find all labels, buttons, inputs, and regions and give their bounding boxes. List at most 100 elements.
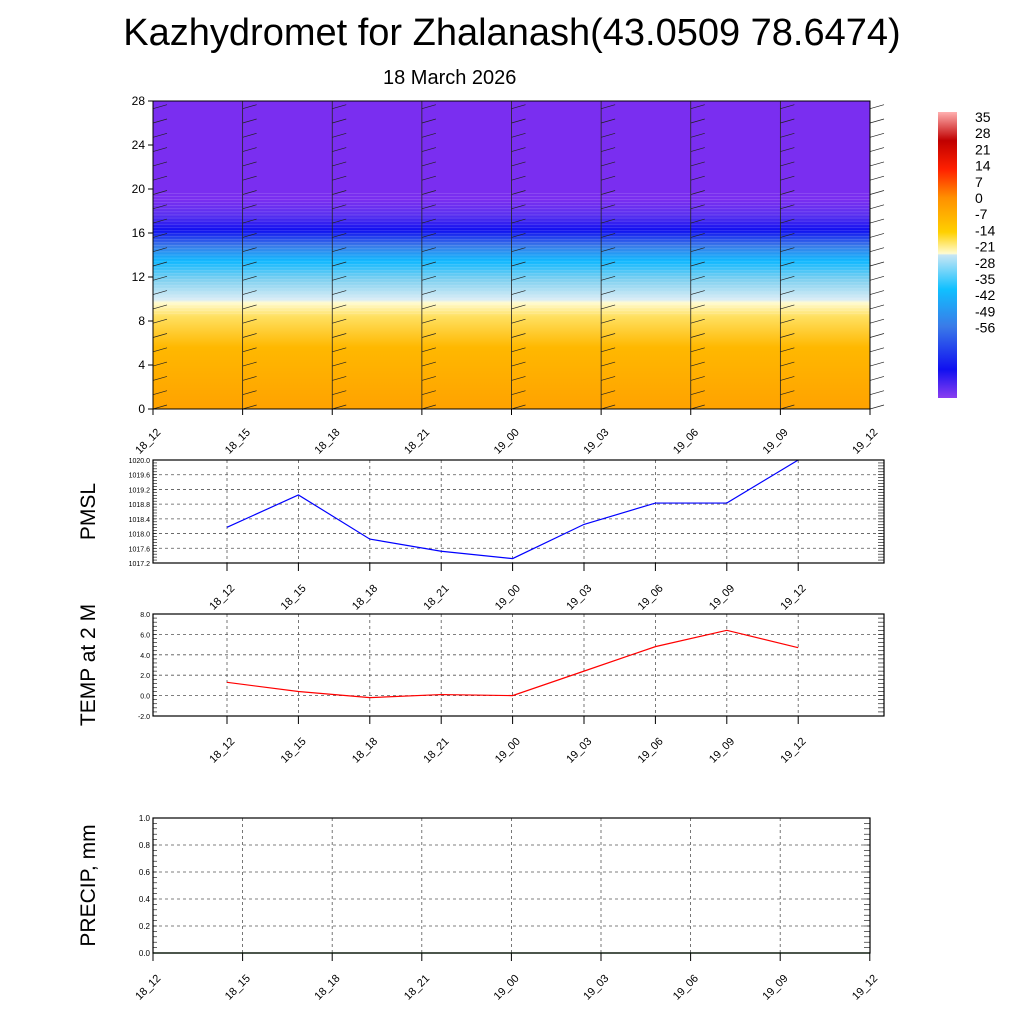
wind-barb xyxy=(869,261,885,267)
wind-barb xyxy=(511,161,526,167)
y-tick-label: 6.0 xyxy=(140,632,150,639)
wind-barb xyxy=(421,161,436,167)
wind-barb xyxy=(511,318,526,324)
wind-barb xyxy=(421,218,436,224)
x-tick-label: 18_21 xyxy=(402,427,432,457)
y-tick-label: 1020.0 xyxy=(129,458,151,465)
wind-barb xyxy=(869,118,885,124)
wind-barb xyxy=(242,175,257,181)
x-tick-label: 19_12 xyxy=(778,736,808,766)
wind-barb xyxy=(690,132,705,138)
wind-barb xyxy=(152,233,168,238)
wind-barb xyxy=(690,333,705,338)
wind-barb xyxy=(601,304,616,310)
wind-barb xyxy=(152,104,168,110)
x-tick-label: 19_06 xyxy=(671,973,701,1003)
wind-barb xyxy=(421,275,436,281)
wind-barb xyxy=(690,175,705,181)
wind-barb xyxy=(690,390,705,396)
x-tick-label: 19_09 xyxy=(707,583,737,613)
wind-barb xyxy=(601,218,616,224)
wind-barb xyxy=(869,376,885,381)
wind-barb xyxy=(152,376,168,381)
wind-barb xyxy=(242,318,257,324)
x-tick-label: 19_06 xyxy=(671,427,701,457)
x-tick-label: 18_18 xyxy=(350,583,380,613)
x-tick-label: 19_12 xyxy=(850,973,880,1003)
wind-barb xyxy=(332,161,347,167)
wind-barb xyxy=(242,347,257,353)
wind-barb xyxy=(780,118,795,124)
wind-barb xyxy=(242,147,257,152)
wind-barb xyxy=(242,247,257,253)
colorbar-label: -42 xyxy=(975,287,995,303)
y-tick-label: 0.0 xyxy=(139,949,151,958)
wind-barb xyxy=(780,304,795,310)
colorbar-label: -7 xyxy=(975,206,988,222)
wind-barb xyxy=(601,318,616,324)
wind-barb xyxy=(511,261,526,267)
wind-barb xyxy=(332,104,347,110)
wind-barb xyxy=(152,275,168,281)
wind-barb xyxy=(152,147,168,152)
wind-barb xyxy=(869,275,885,281)
wind-barb xyxy=(511,233,526,238)
wind-barb xyxy=(242,290,257,295)
wind-barb xyxy=(511,147,526,152)
wind-barb xyxy=(421,233,436,238)
colorbar xyxy=(938,112,957,398)
wind-barb xyxy=(690,304,705,310)
wind-barb xyxy=(780,233,795,238)
wind-barb xyxy=(242,218,257,224)
wind-barb xyxy=(511,361,526,367)
wind-barb xyxy=(511,190,526,195)
wind-barb xyxy=(421,204,436,210)
x-tick-label: 19_09 xyxy=(760,973,790,1003)
wind-barb xyxy=(511,118,526,124)
wind-barb xyxy=(601,347,616,353)
wind-barb xyxy=(242,261,257,267)
wind-barb xyxy=(869,304,885,310)
wind-barb xyxy=(869,218,885,224)
wind-barb xyxy=(421,390,436,396)
wind-barb xyxy=(601,104,616,110)
wind-barb xyxy=(780,204,795,210)
wind-barb xyxy=(511,333,526,338)
wind-barb xyxy=(690,290,705,295)
wind-barb xyxy=(152,161,168,167)
wind-barb xyxy=(152,347,168,353)
x-tick-label: 18_15 xyxy=(223,427,253,457)
wind-barb xyxy=(869,233,885,238)
wind-barb xyxy=(869,390,885,396)
wind-barb xyxy=(690,247,705,253)
y-tick-label: 1017.6 xyxy=(129,546,151,553)
wind-barb xyxy=(601,147,616,152)
wind-barb xyxy=(332,175,347,181)
wind-barb xyxy=(511,376,526,381)
wind-barb xyxy=(690,218,705,224)
wind-barb xyxy=(869,132,885,138)
y-axis-label: TEMP at 2 M xyxy=(77,604,100,726)
colorbar-label: 0 xyxy=(975,190,983,206)
wind-barb xyxy=(421,290,436,295)
wind-barb xyxy=(601,390,616,396)
wind-barb xyxy=(242,204,257,210)
wind-barb xyxy=(242,376,257,381)
wind-barb xyxy=(332,204,347,210)
wind-barb xyxy=(242,118,257,124)
wind-barb xyxy=(780,175,795,181)
plot-frame xyxy=(152,459,885,564)
wind-barb xyxy=(690,376,705,381)
y-tick-label: 1019.2 xyxy=(129,487,151,494)
colorbar-label: -56 xyxy=(975,320,995,336)
wind-barb xyxy=(780,247,795,253)
x-tick-label: 18_18 xyxy=(312,427,342,457)
wind-barb xyxy=(421,261,436,267)
wind-barb xyxy=(152,247,168,253)
data-line xyxy=(226,459,799,560)
y-tick-label: 1018.0 xyxy=(129,532,151,539)
y-tick-label: 4.0 xyxy=(140,653,150,660)
wind-barb xyxy=(152,333,168,338)
wind-barb xyxy=(152,190,168,195)
wind-barb xyxy=(332,147,347,152)
